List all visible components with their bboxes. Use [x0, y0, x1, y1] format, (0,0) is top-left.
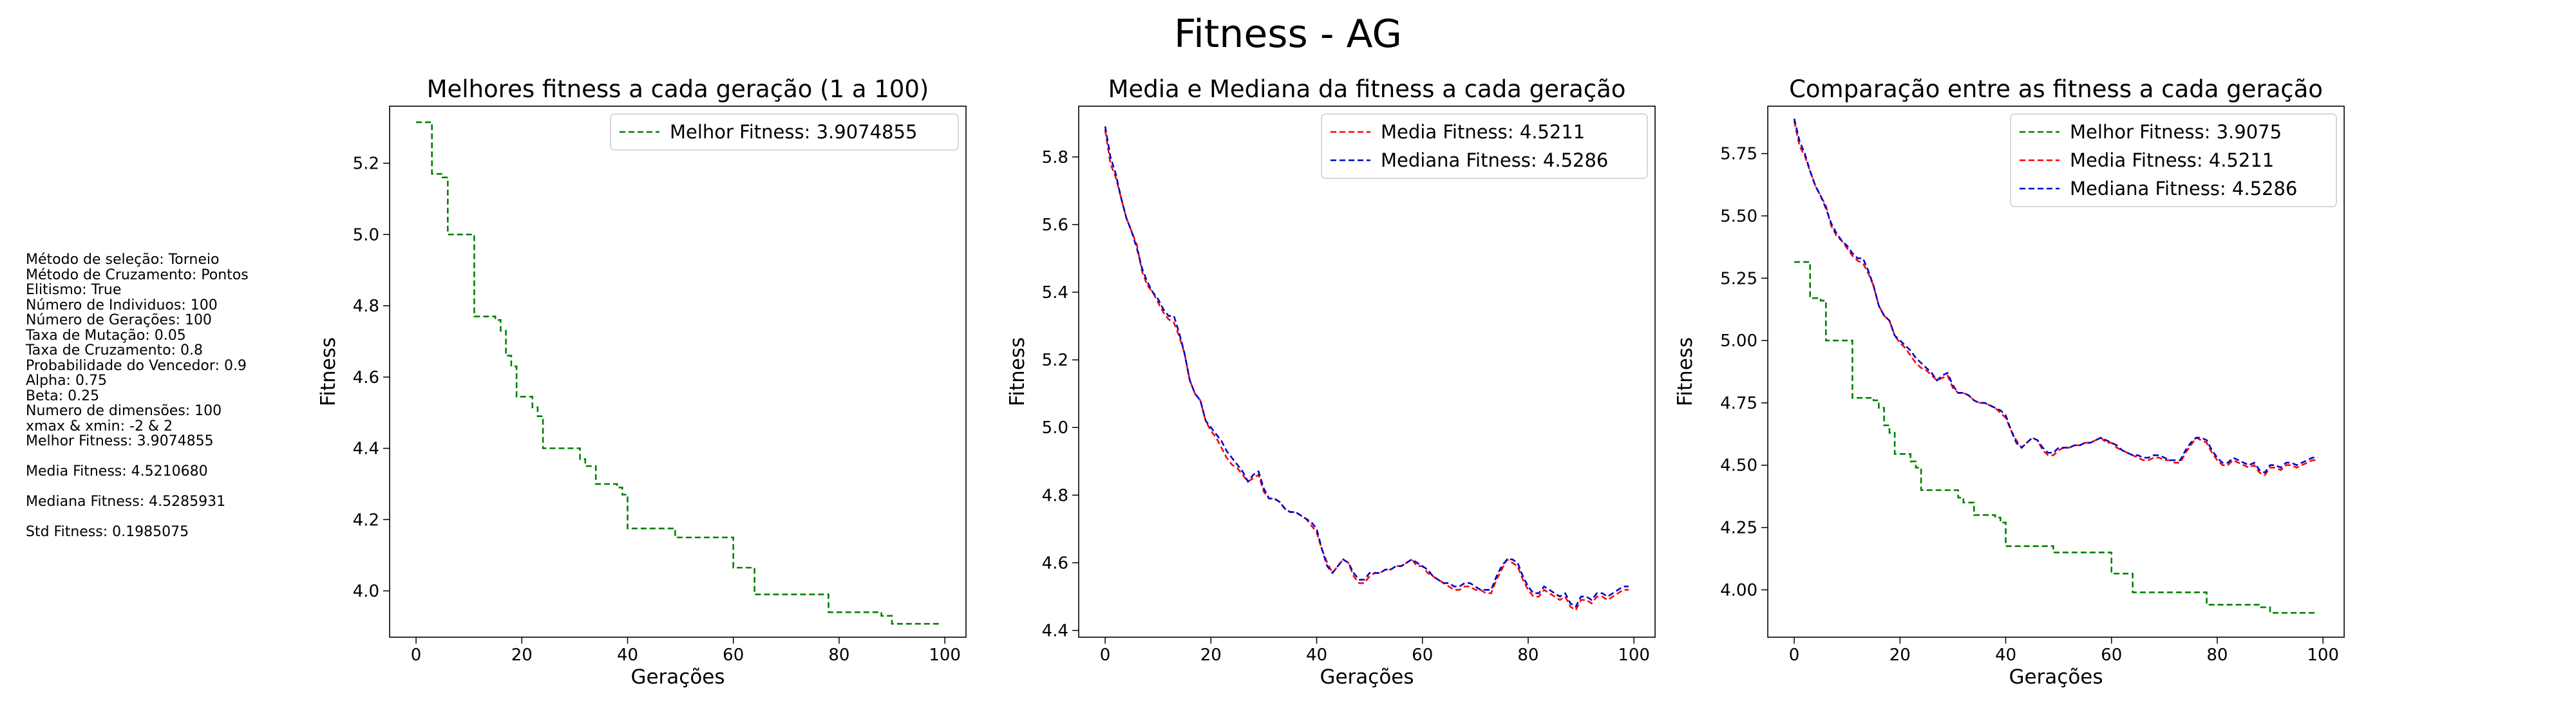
param-line: Probabilidade do Vencedor: 0.9	[26, 357, 247, 374]
legend: Media Fitness: 4.5211 Mediana Fitness: 4.…	[1321, 113, 1648, 179]
x-tick-label: 40	[617, 646, 638, 665]
y-tick-label: 4.0	[353, 582, 379, 601]
series-line-best	[416, 121, 940, 625]
legend-entry: Media Fitness: 4.5211	[1381, 121, 1585, 143]
y-tick-label: 5.4	[1042, 283, 1068, 303]
param-line: Método de Cruzamento: Pontos	[26, 266, 249, 283]
param-line: Mediana Fitness: 4.5285931	[26, 494, 226, 510]
y-tick-label: 4.2	[353, 510, 379, 530]
param-line: Taxa de Cruzamento: 0.8	[26, 342, 204, 359]
x-tick-label: 80	[2206, 646, 2228, 665]
x-tick-label: 100	[929, 646, 961, 665]
y-tick-label: 5.00	[1720, 331, 1757, 351]
chart-1: Melhores fitness a cada geração (1 a 100…	[317, 75, 967, 689]
legend-entry: Melhor Fitness: 3.9074855	[670, 121, 917, 143]
series-line-mean	[1104, 129, 1629, 611]
param-line: Beta: 0.25	[26, 387, 100, 404]
series-line-median	[1104, 126, 1629, 608]
param-line: Taxa de Mutação: 0.05	[26, 327, 186, 344]
param-line: Elitismo: True	[26, 282, 122, 298]
x-tick-label: 60	[2101, 646, 2122, 665]
series-line-median	[1793, 118, 2318, 474]
param-line: Número de Individuos: 100	[26, 297, 218, 313]
y-tick-label: 4.25	[1720, 519, 1757, 538]
y-tick-label: 4.4	[1042, 621, 1068, 640]
y-tick-label: 4.6	[1042, 554, 1068, 573]
param-line: Std Fitness: 0.1985075	[26, 524, 189, 540]
parameters-panel: Método de seleção: Torneio Método de Cruz…	[26, 252, 249, 540]
y-tick-label: 4.6	[353, 368, 379, 387]
param-line: Alpha: 0.75	[26, 373, 107, 389]
legend-entry: Melhor Fitness: 3.9075	[2070, 121, 2282, 143]
x-tick-label: 80	[1517, 646, 1539, 665]
y-tick-label: 4.50	[1720, 456, 1757, 476]
y-axis-label: Fitness	[317, 337, 340, 406]
y-tick-label: 4.8	[1042, 486, 1068, 505]
legend: Melhor Fitness: 3.9074855	[610, 113, 959, 151]
legend-entry: Mediana Fitness: 4.5286	[1381, 149, 1608, 171]
y-axis-label: Fitness	[1674, 337, 1697, 406]
x-axis-label: Gerações	[630, 666, 724, 689]
x-tick-label: 80	[828, 646, 849, 665]
legend-box	[2010, 113, 2337, 207]
x-tick-label: 100	[1618, 646, 1650, 665]
param-line: Número de Gerações: 100	[26, 312, 212, 328]
x-tick-label: 60	[723, 646, 744, 665]
x-tick-label: 60	[1412, 646, 1433, 665]
x-tick-label: 40	[1306, 646, 1327, 665]
legend: Melhor Fitness: 3.9075 Media Fitness: 4.5…	[2010, 113, 2337, 207]
legend-box	[1321, 113, 1648, 179]
figure-title: Fitness - AG	[1173, 12, 1403, 57]
x-tick-label: 20	[1889, 646, 1911, 665]
param-line: Melhor Fitness: 3.9074855	[26, 433, 214, 449]
y-tick-label: 5.25	[1720, 269, 1757, 288]
param-line: Método de seleção: Torneio	[26, 252, 220, 268]
y-tick-label: 4.75	[1720, 394, 1757, 413]
legend-box	[610, 113, 959, 151]
y-tick-label: 5.2	[353, 154, 379, 174]
x-tick-label: 40	[1995, 646, 2016, 665]
plot-frame	[1767, 106, 2345, 638]
y-tick-label: 5.50	[1720, 207, 1757, 226]
y-tick-label: 5.2	[1042, 351, 1068, 370]
chart-title: Melhores fitness a cada geração (1 a 100…	[427, 75, 929, 103]
x-tick-label: 20	[1200, 646, 1222, 665]
param-line: Numero de dimensões: 100	[26, 403, 222, 419]
param-line: Media Fitness: 4.5210680	[26, 463, 208, 480]
plot-frame	[389, 106, 967, 638]
series-line-best	[1794, 261, 2318, 614]
y-tick-label: 5.8	[1042, 148, 1068, 167]
legend-entry: Media Fitness: 4.5211	[2070, 149, 2274, 171]
chart-title: Media e Mediana da fitness a cada geraçã…	[1108, 75, 1626, 103]
x-tick-label: 100	[2307, 646, 2339, 665]
y-tick-label: 5.6	[1042, 216, 1068, 235]
x-axis-label: Gerações	[2009, 666, 2103, 689]
chart-3: Comparação entre as fitness a cada geraç…	[1674, 75, 2345, 689]
y-tick-label: 4.4	[353, 440, 379, 459]
y-tick-label: 5.0	[1042, 418, 1068, 438]
chart-title: Comparação entre as fitness a cada geraç…	[1789, 75, 2323, 103]
y-tick-label: 5.75	[1720, 145, 1757, 164]
x-tick-label: 0	[411, 646, 422, 665]
x-tick-label: 20	[511, 646, 533, 665]
legend-entry: Mediana Fitness: 4.5286	[2070, 178, 2297, 200]
x-tick-label: 0	[1100, 646, 1111, 665]
x-axis-label: Gerações	[1320, 666, 1414, 689]
x-tick-label: 0	[1789, 646, 1800, 665]
plot-frame	[1078, 106, 1656, 638]
param-line: xmax & xmin: -2 & 2	[26, 418, 173, 434]
y-axis-label: Fitness	[1006, 337, 1029, 406]
y-tick-label: 5.0	[353, 225, 379, 245]
y-tick-label: 4.8	[353, 297, 379, 316]
chart-2: Media e Mediana da fitness a cada geraçã…	[1006, 75, 1656, 689]
y-tick-label: 4.00	[1720, 581, 1757, 600]
